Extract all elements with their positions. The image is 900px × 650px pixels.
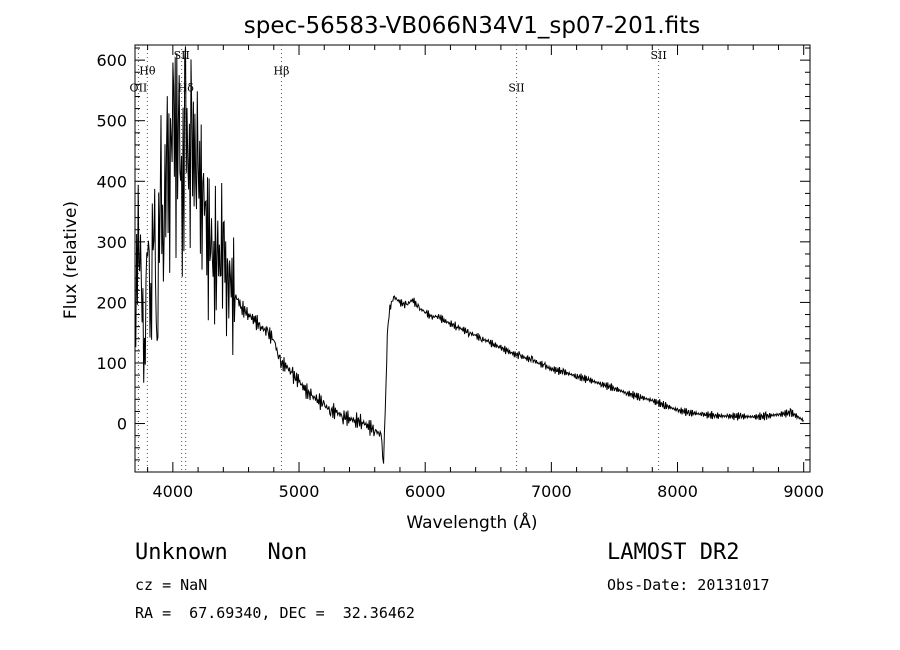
y-tick-label: 500 [96, 112, 127, 131]
coordinates-radec: RA = 67.69340, DEC = 32.36462 [135, 604, 415, 622]
x-axis-label: Wavelength (Å) [406, 511, 537, 533]
y-tick-label: 600 [96, 51, 127, 70]
y-tick-label: 0 [117, 415, 127, 434]
y-axis-label: Flux (relative) [61, 201, 81, 319]
x-tick-label: 9000 [783, 482, 824, 501]
y-tick-label: 300 [96, 233, 127, 252]
object-class: Unknown [135, 540, 228, 565]
observation-date: Obs-Date: 20131017 [607, 576, 770, 594]
emission-line-label: SII [174, 49, 190, 62]
x-tick-label: 6000 [405, 482, 446, 501]
y-tick-label: 100 [96, 354, 127, 373]
x-tick-label: 8000 [657, 482, 698, 501]
emission-line-label: Hβ [274, 65, 290, 78]
x-tick-label: 7000 [531, 482, 572, 501]
plot-frame [134, 44, 811, 473]
x-tick-label: 4000 [152, 482, 193, 501]
emission-line-label: Hθ [139, 65, 156, 78]
emission-line-label: SII [508, 82, 524, 95]
x-tick-label: 5000 [279, 482, 320, 501]
chart-title: spec-56583-VB066N34V1_sp07-201.fits [244, 13, 700, 39]
object-subclass: Non [267, 540, 308, 565]
emission-line-label: SII [650, 49, 666, 62]
survey-name: LAMOST DR2 [607, 540, 740, 565]
object-class-line: Unknown Non [135, 540, 307, 565]
y-tick-label: 200 [96, 293, 127, 312]
spectrum-line [134, 46, 805, 464]
redshift-cz: cz = NaN [135, 576, 208, 594]
emission-line-label: OII [130, 82, 148, 95]
y-tick-label: 400 [96, 172, 127, 191]
axis-ticks: 4000 5000 6000 7000 8000 9000 0 100 200 300 400 500… [96, 45, 824, 501]
